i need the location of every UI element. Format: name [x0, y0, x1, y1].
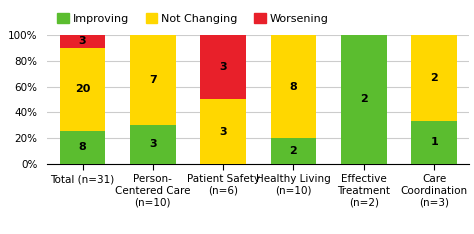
Bar	[271, 138, 316, 164]
Bar	[201, 99, 246, 164]
Bar	[60, 131, 105, 164]
Text: 7: 7	[149, 75, 157, 85]
Text: 3: 3	[79, 36, 86, 46]
Bar	[130, 35, 176, 125]
Text: 2: 2	[360, 95, 368, 104]
Bar	[341, 35, 387, 164]
Legend: Improving, Not Changing, Worsening: Improving, Not Changing, Worsening	[53, 9, 333, 28]
Bar	[271, 35, 316, 138]
Bar	[411, 35, 457, 121]
Text: 2: 2	[430, 73, 438, 83]
Text: 3: 3	[219, 127, 227, 137]
Bar	[130, 125, 176, 164]
Text: 8: 8	[79, 142, 86, 152]
Bar	[60, 35, 105, 48]
Text: 1: 1	[430, 137, 438, 147]
Text: 3: 3	[219, 62, 227, 72]
Text: 8: 8	[290, 82, 297, 91]
Text: 2: 2	[290, 146, 297, 156]
Bar	[201, 35, 246, 99]
Bar	[411, 121, 457, 164]
Text: 20: 20	[75, 84, 90, 94]
Text: 3: 3	[149, 139, 157, 150]
Bar	[60, 48, 105, 131]
